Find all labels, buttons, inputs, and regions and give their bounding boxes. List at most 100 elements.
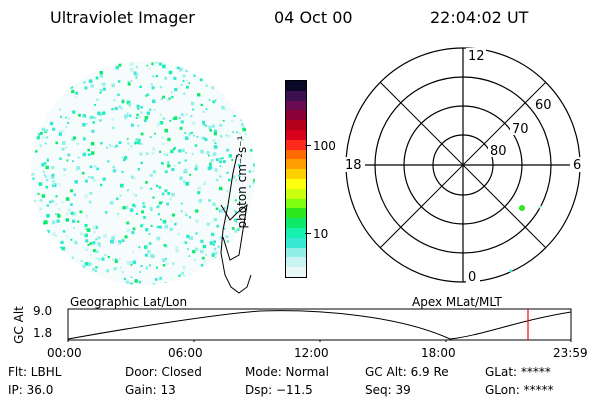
- emission-pixel: [194, 289, 197, 292]
- emission-pixel: [184, 241, 188, 244]
- emission-pixel: [48, 86, 51, 89]
- colorbar-band: [286, 120, 306, 130]
- dsp-info: Dsp: −11.5: [245, 383, 313, 397]
- emission-pixel: [259, 77, 261, 79]
- emission-pixel: [135, 66, 138, 69]
- emission-pixel: [104, 57, 106, 59]
- emission-pixel: [171, 61, 176, 65]
- emission-pixel: [161, 162, 164, 165]
- emission-pixel: [167, 192, 171, 195]
- emission-pixel: [200, 249, 204, 254]
- colorbar-band: [286, 81, 306, 91]
- emission-pixel: [86, 123, 88, 125]
- emission-pixel: [173, 147, 176, 150]
- emission-pixel: [205, 290, 208, 293]
- emission-pixel: [118, 141, 122, 144]
- emission-pixel: [150, 187, 152, 190]
- emission-pixel: [200, 103, 203, 107]
- emission-pixel: [26, 120, 28, 122]
- emission-pixel: [151, 62, 154, 66]
- emission-pixel: [27, 158, 31, 162]
- emission-pixel: [174, 87, 178, 92]
- emission-pixel: [81, 74, 84, 77]
- emission-pixel: [213, 132, 217, 136]
- emission-pixel: [47, 264, 50, 267]
- emission-pixel: [195, 232, 198, 235]
- emission-pixel: [156, 236, 161, 241]
- emission-pixel: [123, 156, 128, 160]
- emission-pixel: [170, 213, 173, 216]
- emission-pixel: [176, 289, 178, 291]
- emission-pixel: [67, 208, 71, 212]
- emission-pixel: [254, 164, 255, 168]
- emission-pixel: [55, 141, 58, 145]
- emission-pixel: [118, 80, 121, 83]
- emission-pixel: [135, 194, 137, 197]
- emission-pixel: [45, 178, 49, 182]
- emission-pixel: [44, 220, 48, 225]
- emission-pixel: [219, 209, 224, 213]
- emission-pixel: [47, 85, 50, 88]
- emission-pixel: [242, 139, 244, 141]
- emission-pixel: [49, 83, 53, 87]
- emission-pixel: [63, 168, 67, 172]
- emission-pixel: [99, 119, 102, 122]
- mlt-label-0: 0: [468, 270, 476, 285]
- emission-pixel: [78, 289, 82, 293]
- emission-pixel: [130, 175, 134, 179]
- timeline-y-tick-top: 9.0: [33, 304, 53, 318]
- emission-pixel: [26, 167, 29, 170]
- emission-pixel: [58, 183, 61, 186]
- emission-pixel: [38, 182, 43, 186]
- emission-pixel: [31, 155, 32, 158]
- emission-pixel: [113, 145, 116, 148]
- emission-pixel: [179, 126, 183, 130]
- emission-pixel: [86, 228, 91, 232]
- emission-pixel: [145, 94, 148, 97]
- emission-pixel: [139, 271, 141, 273]
- emission-pixel: [149, 136, 152, 138]
- emission-pixel: [257, 144, 259, 146]
- emission-pixel: [134, 141, 138, 145]
- lat-label-70: 70: [512, 122, 529, 137]
- emission-pixel: [89, 192, 93, 195]
- emission-pixel: [39, 232, 42, 235]
- emission-pixel: [178, 149, 182, 153]
- emission-pixel: [171, 95, 174, 99]
- emission-pixel: [38, 262, 41, 264]
- emission-pixel: [78, 269, 82, 273]
- emission-pixel: [124, 205, 129, 210]
- emission-pixel: [241, 76, 244, 79]
- emission-pixel: [222, 119, 225, 122]
- emission-spot-2: [538, 205, 542, 209]
- emission-pixel: [113, 99, 116, 102]
- emission-pixel: [94, 103, 96, 106]
- emission-pixel: [92, 116, 95, 119]
- emission-pixel: [203, 269, 206, 273]
- emission-pixel: [118, 240, 122, 244]
- emission-pixel: [51, 63, 54, 66]
- emission-pixel: [66, 61, 68, 63]
- door-info: Door: Closed: [125, 365, 202, 379]
- emission-pixel: [181, 271, 184, 275]
- emission-pixel: [121, 156, 123, 158]
- emission-pixel: [196, 136, 199, 138]
- emission-pixel: [216, 269, 220, 272]
- emission-pixel: [225, 189, 229, 193]
- emission-pixel: [209, 65, 212, 68]
- glon-info: GLon: *****: [485, 383, 554, 397]
- emission-pixel: [189, 236, 193, 240]
- emission-pixel: [135, 138, 138, 141]
- emission-pixel: [132, 251, 135, 253]
- emission-pixel: [255, 147, 258, 150]
- emission-pixel: [172, 262, 175, 265]
- emission-pixel: [41, 127, 46, 132]
- emission-pixel: [82, 114, 87, 118]
- emission-pixel: [163, 153, 165, 155]
- colorbar-band: [286, 247, 306, 258]
- emission-pixel: [59, 108, 62, 111]
- emission-pixel: [171, 168, 175, 172]
- emission-pixel: [56, 79, 59, 82]
- emission-pixel: [228, 178, 231, 182]
- emission-pixel: [201, 256, 205, 260]
